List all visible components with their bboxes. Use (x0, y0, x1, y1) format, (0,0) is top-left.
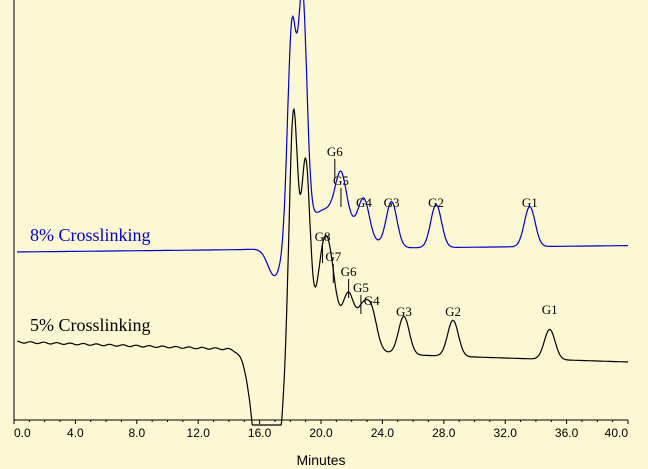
x-tick-label: 12.0 (187, 426, 211, 440)
peak-label: G6 (327, 144, 343, 159)
peak-label: G3 (396, 304, 412, 319)
x-tick-label: 8.0 (128, 426, 145, 440)
x-tick-label: 16.0 (248, 426, 272, 440)
peak-label: G1 (522, 195, 538, 210)
peak-label: G6 (341, 264, 357, 279)
peak-label: G5 (353, 280, 369, 295)
x-tick-label: 4.0 (67, 426, 84, 440)
series-name-label: 5% Crosslinking (30, 315, 151, 335)
series-trace (17, 0, 628, 277)
x-tick-label: 0.0 (14, 426, 31, 440)
x-tick-label: 32.0 (494, 426, 518, 440)
peak-label: G4 (356, 195, 372, 210)
peak-label: G4 (364, 293, 380, 308)
x-tick-label: 24.0 (371, 426, 395, 440)
peak-label: G3 (384, 195, 400, 210)
x-tick-label: 20.0 (309, 426, 333, 440)
x-tick-label: 36.0 (555, 426, 579, 440)
peak-label: G2 (428, 195, 444, 210)
peak-label: G2 (445, 304, 461, 319)
peak-label: G8 (315, 229, 331, 244)
x-tick-label: 28.0 (432, 426, 456, 440)
peak-label: G7 (325, 249, 341, 264)
peak-label: G5 (333, 173, 349, 188)
peak-label: G1 (542, 302, 558, 317)
x-tick-label: 40.0 (605, 426, 629, 440)
x-axis-title: Minutes (296, 452, 345, 468)
series-name-label: 8% Crosslinking (30, 225, 151, 245)
